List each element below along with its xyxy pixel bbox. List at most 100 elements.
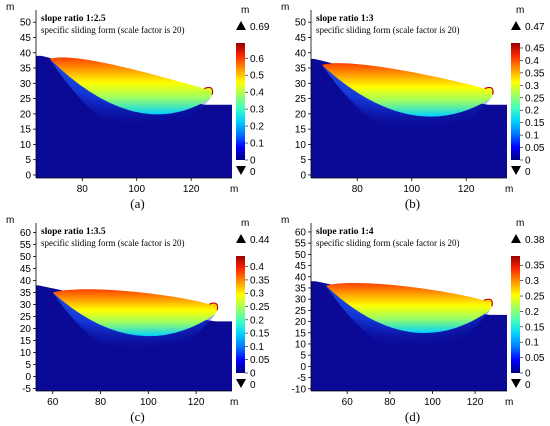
slip-tip	[209, 302, 219, 311]
colorbar-tick-label: 0.15	[525, 322, 545, 333]
x-axis-unit: m	[230, 184, 238, 195]
x-tick-label: 100	[403, 184, 420, 195]
panel-caption: (b)	[404, 196, 421, 211]
x-tick-label: 60	[47, 397, 59, 408]
colorbar-max-label: 0.69	[250, 22, 270, 33]
colorbar-max-label: 0.38	[525, 235, 545, 246]
colorbar-tick-label: 0	[250, 156, 256, 167]
y-tick-label: 55	[295, 239, 307, 250]
y-tick-label: 25	[295, 306, 307, 317]
chart-subtitle: specific sliding form (scale factor is 2…	[316, 238, 459, 248]
panel-caption: (c)	[130, 409, 145, 424]
colorbar-tick-label: 0.15	[250, 329, 270, 340]
y-tick-label: 10	[20, 348, 32, 359]
y-tick-label: 50	[20, 252, 32, 263]
colorbar	[511, 256, 520, 373]
x-axis-unit: m	[505, 397, 513, 408]
colorbar-min-label: 0	[525, 167, 531, 178]
x-tick-label: 100	[424, 397, 441, 408]
panel-caption: (d)	[404, 409, 421, 424]
sliding-mass	[52, 289, 218, 337]
x-tick-label: 80	[95, 397, 107, 408]
y-tick-label: 15	[295, 328, 307, 339]
y-tick-label: 40	[20, 276, 32, 287]
colorbar-tick-label: 0.3	[525, 276, 539, 287]
colorbar-tick-label: 0.05	[250, 355, 270, 366]
colorbar-tick-label: 0.6	[250, 54, 264, 65]
y-tick-label: 5	[25, 155, 31, 166]
up-triangle-icon	[511, 21, 521, 30]
y-tick-label: 15	[20, 125, 32, 136]
slip-tip	[483, 298, 493, 307]
colorbar-max-label: 0.47	[525, 22, 545, 33]
y-tick-label: 35	[295, 283, 307, 294]
x-axis-unit: m	[505, 184, 513, 195]
colorbar-tick-label: 0.1	[525, 338, 539, 349]
y-tick-label: 25	[295, 94, 307, 105]
colorbar-tick-label: 0.2	[250, 122, 264, 133]
chart-title: slope ratio 1:3	[316, 14, 374, 24]
y-tick-label: 50	[295, 18, 307, 29]
y-tick-label: 60	[295, 227, 307, 238]
colorbar-tick-label: 0.35	[250, 275, 270, 286]
colorbar-tick-label: 0	[525, 369, 531, 380]
y-tick-label: 50	[295, 250, 307, 261]
x-tick-label: 120	[467, 397, 484, 408]
y-axis-unit: m	[281, 215, 289, 226]
y-tick-label: 55	[20, 240, 32, 251]
y-tick-label: 0	[25, 372, 31, 383]
colorbar-tick-label: 0.3	[525, 81, 539, 92]
chart-panel-a: 0 5 10 15 20 25 30 35 40 45 50 80 100 120 m m slope rati…	[0, 0, 275, 213]
y-tick-label: 40	[295, 48, 307, 59]
y-tick-label: 10	[295, 339, 307, 350]
slope-plot-a: 0 5 10 15 20 25 30 35 40 45 50 80 100 120 m m slope rati…	[6, 2, 270, 195]
y-tick-label: 35	[20, 288, 32, 299]
x-tick-label: 100	[140, 397, 157, 408]
chart-subtitle: specific sliding form (scale factor is 2…	[41, 238, 184, 248]
colorbar-tick-label: 0.4	[250, 88, 264, 99]
down-triangle-icon	[236, 379, 246, 388]
down-triangle-icon	[511, 379, 521, 388]
slope-plot-b: 0 5 10 15 20 25 30 35 40 45 50 80 100 120 m m slope rati…	[281, 2, 545, 195]
chart-panel-b: 0 5 10 15 20 25 30 35 40 45 50 80 100 120 m m slope rati…	[275, 0, 550, 213]
y-tick-label: 35	[20, 64, 32, 75]
x-tick-label: 60	[342, 397, 354, 408]
y-tick-label: 5	[300, 155, 306, 166]
y-tick-label: -5	[297, 373, 306, 384]
colorbar-min-label: 0	[250, 167, 256, 178]
colorbar-min-label: 0	[525, 380, 531, 391]
x-tick-label: 120	[188, 397, 205, 408]
x-tick-label: 80	[77, 184, 89, 195]
y-tick-label: 50	[20, 18, 32, 29]
y-tick-label: 40	[20, 48, 32, 59]
chart-subtitle: specific sliding form (scale factor is 2…	[41, 25, 184, 35]
y-tick-label: 40	[295, 272, 307, 283]
displacement-halo	[49, 58, 211, 137]
colorbar-tick-label: 0.05	[525, 143, 545, 154]
colorbar-tick-label: 0.25	[250, 302, 270, 313]
colorbar-tick-label: 0.2	[525, 106, 539, 117]
chart-title: slope ratio 1:2.5	[41, 14, 106, 24]
y-axis-unit: m	[281, 2, 289, 13]
x-tick-label: 80	[352, 184, 364, 195]
y-tick-label: 25	[20, 94, 32, 105]
colorbar-tick-label: 0.25	[525, 93, 545, 104]
colorbar-tick-label: 0.15	[525, 118, 545, 129]
y-tick-label: 25	[20, 312, 32, 323]
x-axis-unit: m	[230, 397, 238, 408]
displacement-halo	[325, 285, 490, 356]
colorbar-unit: m	[241, 5, 249, 16]
colorbar-unit: m	[516, 5, 524, 16]
chart-title: slope ratio 1:4	[316, 227, 374, 237]
sliding-mass	[49, 57, 213, 115]
y-axis-unit: m	[6, 215, 14, 226]
chart-panel-d: -10 -5 0 5 10 15 20 25 30 35 40 45 50 55 60 60 80 100 120 m…	[275, 213, 550, 426]
x-tick-label: 120	[458, 184, 475, 195]
y-tick-label: -10	[292, 384, 307, 395]
y-tick-label: 35	[295, 64, 307, 75]
colorbar	[511, 43, 520, 160]
y-tick-label: 15	[295, 125, 307, 136]
colorbar-tick-label: 0	[250, 369, 256, 380]
